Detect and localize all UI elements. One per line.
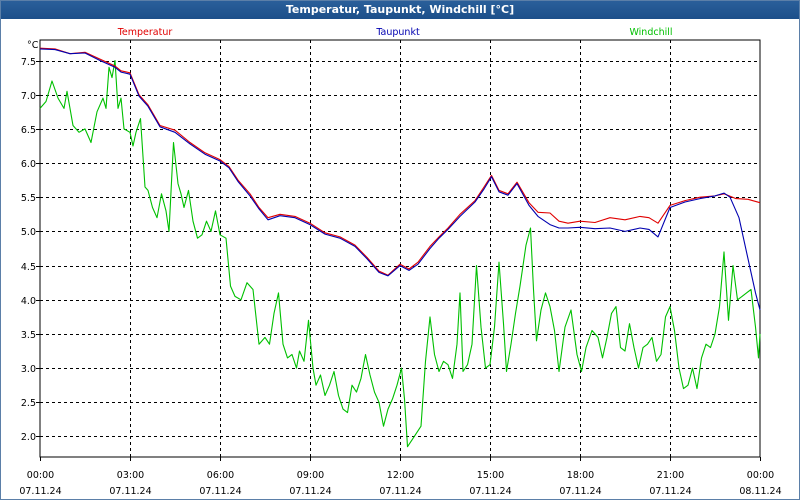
x-tick-date-label: 07.11.24 xyxy=(649,486,691,497)
x-tick-time-label: 06:00 xyxy=(207,470,234,481)
y-tick-label: 6.0 xyxy=(21,159,36,170)
legend-temperatur: Temperatur xyxy=(117,27,173,38)
y-tick-label: 2.5 xyxy=(21,398,36,409)
y-tick-label: 7.5 xyxy=(21,57,36,68)
series-line-windchill xyxy=(39,59,761,448)
x-tick-time-label: 00:00 xyxy=(27,470,54,481)
x-tick-time-label: 03:00 xyxy=(117,470,144,481)
y-tick-label: 3.5 xyxy=(21,330,36,341)
y-tick-label: 4.0 xyxy=(21,296,36,307)
x-tick-time-label: 15:00 xyxy=(477,470,504,481)
x-tick-date-label: 07.11.24 xyxy=(199,486,241,497)
y-tick-label: 2.0 xyxy=(21,432,36,443)
x-tick-date-label: 07.11.24 xyxy=(379,486,421,497)
x-tick-date-label: 07.11.24 xyxy=(289,486,331,497)
x-tick-date-label: 08.11.24 xyxy=(739,486,781,497)
y-tick-label: 5.5 xyxy=(21,193,36,204)
plot-area xyxy=(39,39,761,458)
y-tick-label: 6.5 xyxy=(21,125,36,136)
x-tick-date-label: 07.11.24 xyxy=(19,486,61,497)
y-tick-label: 3.0 xyxy=(21,364,36,375)
x-tick-time-label: 12:00 xyxy=(387,470,414,481)
x-tick-date-label: 07.11.24 xyxy=(559,486,601,497)
chart-title: Temperatur, Taupunkt, Windchill [°C] xyxy=(1,1,799,19)
series-line-temperatur xyxy=(39,47,761,276)
x-tick-time-label: 00:00 xyxy=(747,470,774,481)
x-tick-date-label: 07.11.24 xyxy=(469,486,511,497)
x-tick-time-label: 21:00 xyxy=(657,470,684,481)
series-line-taupunkt xyxy=(39,48,761,311)
legend-windchill: Windchill xyxy=(629,27,672,38)
y-tick-label: 4.5 xyxy=(21,262,36,273)
y-tick-label: 7.0 xyxy=(21,91,36,102)
y-axis-label: °C xyxy=(27,40,39,51)
x-tick-date-label: 07.11.24 xyxy=(109,486,151,497)
y-tick-label: 5.0 xyxy=(21,227,36,238)
legend-taupunkt: Taupunkt xyxy=(375,27,420,38)
x-tick-time-label: 09:00 xyxy=(297,470,324,481)
x-tick-time-label: 18:00 xyxy=(567,470,594,481)
